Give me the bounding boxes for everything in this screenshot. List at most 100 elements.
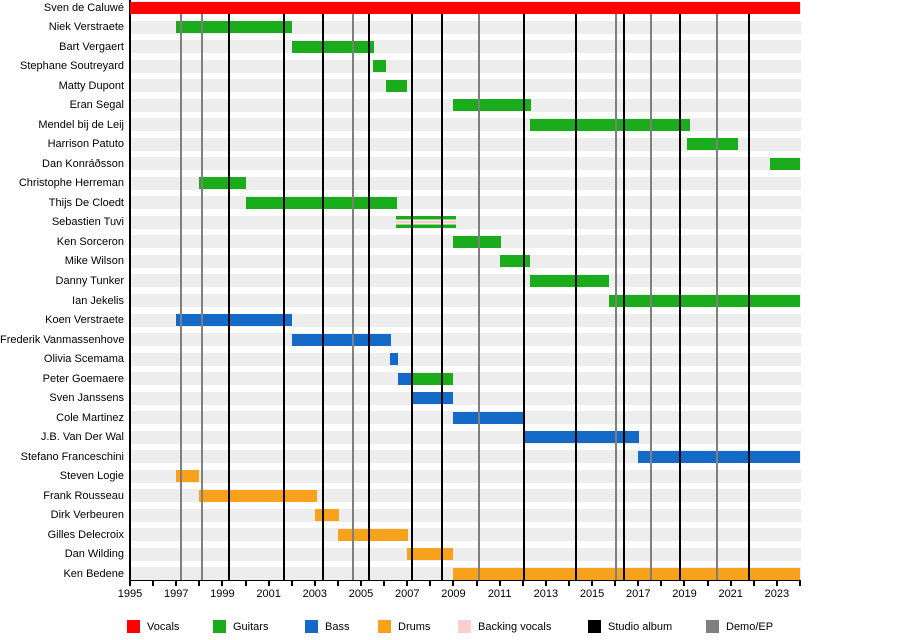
row-band	[130, 333, 801, 347]
member-label: Stefano Franceschini	[20, 450, 124, 463]
legend-label-drums: Drums	[398, 621, 431, 633]
timeline-bar-guitars	[453, 235, 501, 248]
timeline-bar-bass	[413, 392, 454, 405]
demo-ep-line	[615, 14, 618, 580]
row-band	[130, 469, 801, 483]
x-axis-tick	[660, 580, 663, 586]
x-axis-tick	[637, 580, 640, 586]
studio-album-line	[368, 14, 371, 580]
timeline-bar-guitars	[499, 255, 530, 268]
x-axis-tick	[521, 580, 524, 586]
x-axis-tick	[336, 580, 339, 586]
timeline-bar-vocals	[130, 1, 800, 14]
timeline-bar-bass	[398, 372, 412, 385]
member-label: Harrison Patuto	[47, 138, 124, 151]
member-label: Steven Logie	[59, 470, 124, 483]
x-axis-tick-label: 1997	[163, 588, 189, 600]
timeline-bar-bass	[638, 450, 800, 463]
member-label: Cole Martinez	[56, 411, 124, 424]
legend-swatch-studio_album	[588, 620, 601, 633]
x-axis-tick-label: 1999	[210, 588, 235, 600]
studio-album-line	[282, 14, 285, 580]
member-label: Sven de Caluwé	[43, 1, 124, 14]
legend-label-backing_vocals: Backing vocals	[478, 621, 552, 633]
x-axis-tick	[244, 580, 247, 586]
row-band	[130, 508, 801, 522]
x-axis-tick-label: 2001	[256, 588, 281, 600]
row-band	[130, 118, 801, 132]
timeline-bar-guitars	[176, 21, 292, 34]
timeline-bar-guitars	[291, 40, 374, 53]
x-axis-tick	[429, 580, 432, 586]
plot-left-border	[129, 0, 131, 580]
member-label: Gilles Delecroix	[47, 528, 124, 541]
row-band	[130, 430, 801, 444]
row-band	[130, 196, 801, 210]
x-axis-tick-label: 2013	[533, 588, 559, 600]
x-axis-tick	[775, 580, 778, 586]
x-axis-tick	[498, 580, 501, 586]
studio-album-line	[623, 14, 626, 580]
row-band	[130, 254, 801, 268]
studio-album-line	[440, 14, 443, 580]
member-label: Ian Jekelis	[72, 294, 124, 307]
timeline-bar-guitars	[529, 118, 691, 131]
member-label: Stephane Soutreyard	[20, 60, 124, 73]
member-label: Frank Rousseau	[43, 489, 124, 502]
member-label: Niek Verstraete	[48, 21, 124, 34]
x-axis-tick	[452, 580, 455, 586]
timeline-bar-guitars	[529, 274, 610, 287]
row-band	[130, 20, 801, 34]
row-band	[130, 215, 801, 229]
timeline-bar-drums	[407, 548, 454, 561]
x-axis-tick	[129, 580, 131, 586]
studio-album-line	[410, 14, 413, 580]
x-axis-tick	[591, 580, 594, 586]
member-label: Dirk Verbeuren	[50, 509, 124, 522]
timeline-bar-bass	[453, 411, 523, 424]
demo-ep-line	[200, 14, 203, 580]
x-axis-tick	[475, 580, 478, 586]
row-band	[130, 391, 801, 405]
studio-album-line	[228, 14, 231, 580]
member-label: Sebastien Tuvi	[51, 216, 124, 229]
legend-swatch-guitars	[213, 620, 226, 633]
timeline-bar-bass	[176, 314, 292, 327]
x-axis-tick-label: 2021	[718, 588, 743, 600]
legend-swatch-vocals	[127, 620, 140, 633]
x-axis-tick	[406, 580, 409, 586]
x-axis-tick-label: 1995	[117, 588, 143, 600]
x-axis-tick-label: 2015	[579, 588, 605, 600]
member-label: Peter Goemaere	[42, 372, 124, 385]
timeline-bar-guitars-backing_vocals	[395, 216, 456, 229]
row-band	[130, 137, 801, 151]
member-label: Christophe Herreman	[18, 177, 124, 190]
row-band	[130, 372, 801, 386]
studio-album-line	[574, 14, 577, 580]
legend-label-vocals: Vocals	[147, 621, 180, 633]
studio-album-line	[748, 14, 751, 580]
x-axis-tick	[360, 580, 363, 586]
x-axis-tick	[614, 580, 617, 586]
x-axis-tick	[198, 580, 201, 586]
row-band	[130, 40, 801, 54]
x-axis-tick	[290, 580, 293, 586]
x-axis-tick-label: 2009	[441, 588, 466, 600]
member-label: Bart Vergaert	[59, 40, 124, 53]
x-axis-tick-label: 2003	[302, 588, 328, 600]
x-axis-tick	[383, 580, 386, 586]
row-band	[130, 176, 801, 190]
member-label: Ken Bedene	[63, 567, 124, 580]
studio-album-line	[522, 14, 525, 580]
member-label: Mendel bij de Leij	[38, 118, 124, 131]
legend-swatch-demo_ep	[706, 620, 719, 633]
x-axis-tick-label: 2017	[626, 588, 651, 600]
x-axis-tick	[175, 580, 178, 586]
legend-swatch-drums	[378, 620, 391, 633]
legend-swatch-bass	[305, 620, 318, 633]
timeline-bar-drums	[314, 509, 340, 522]
member-label: Koen Verstraete	[45, 314, 124, 327]
legend-label-studio_album: Studio album	[608, 621, 673, 633]
x-axis-tick	[706, 580, 709, 586]
member-label: Dan Wilding	[64, 548, 124, 561]
